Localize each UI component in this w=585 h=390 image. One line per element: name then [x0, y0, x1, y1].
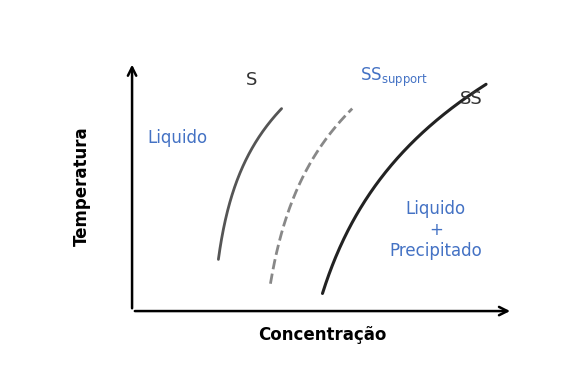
Text: Concentração: Concentração	[259, 326, 387, 344]
Text: Liquido
+
Precipitado: Liquido + Precipitado	[390, 200, 482, 260]
Text: S: S	[246, 71, 257, 89]
Text: Liquido: Liquido	[148, 129, 208, 147]
Text: Temperatura: Temperatura	[73, 127, 91, 246]
Text: SS$_{\mathregular{support}}$: SS$_{\mathregular{support}}$	[360, 66, 428, 89]
Text: SS: SS	[460, 90, 483, 108]
